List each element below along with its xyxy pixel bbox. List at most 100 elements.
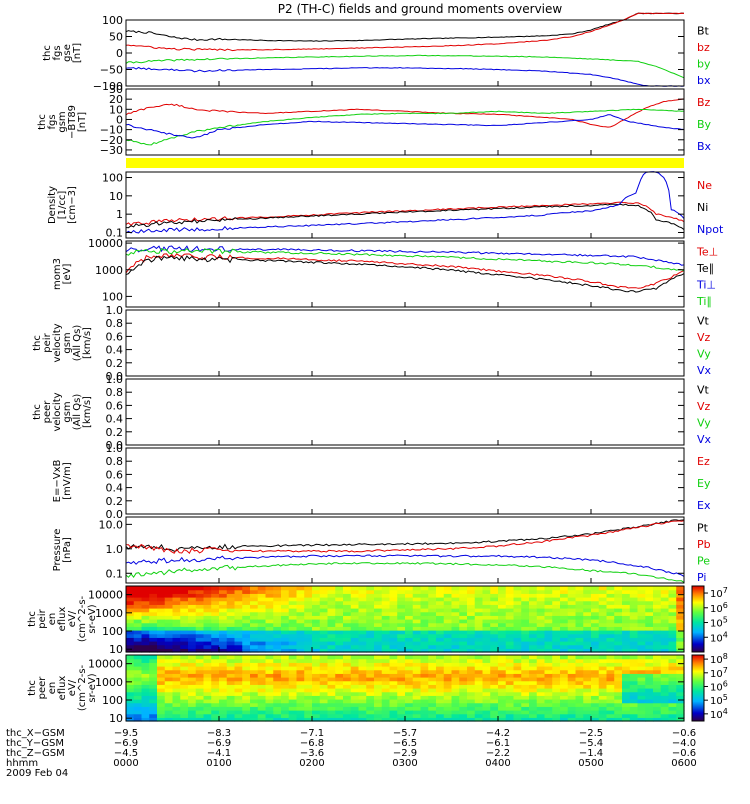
heatmap-cell	[366, 586, 375, 591]
heatmap-cell	[405, 655, 414, 660]
heatmap-cell	[505, 658, 515, 663]
heatmap-cell	[172, 604, 181, 609]
heatmap-cell	[250, 710, 259, 715]
heatmap-cell	[474, 655, 484, 660]
heatmap-cell	[660, 669, 670, 674]
heatmap-cell	[560, 597, 569, 602]
heatmap-cell	[451, 611, 460, 616]
heatmap-cell	[226, 706, 236, 711]
y-tick-label: −100	[93, 80, 123, 93]
heatmap-cell	[536, 684, 546, 689]
y-axis-label-line: [km/s]	[82, 396, 93, 428]
heatmap-cell	[443, 673, 453, 678]
heatmap-cell	[660, 611, 670, 616]
heatmap-cell	[622, 615, 631, 620]
heatmap-cell	[653, 710, 662, 715]
heatmap-cell	[529, 706, 538, 711]
heatmap-cell	[366, 695, 375, 700]
heatmap-cell	[327, 589, 336, 594]
heatmap-cell	[343, 684, 352, 689]
legend-entry: Ex	[697, 499, 711, 512]
heatmap-cell	[629, 644, 639, 649]
heatmap-cell	[133, 626, 143, 631]
heatmap-cell	[257, 695, 267, 700]
heatmap-cell	[211, 619, 220, 624]
heatmap-cell	[304, 586, 313, 591]
heatmap-cell	[645, 713, 654, 718]
colorbar-tick-label: 107	[710, 666, 728, 680]
heatmap-cell	[164, 593, 174, 598]
heatmap-cell	[467, 691, 476, 696]
heatmap-cell	[668, 662, 677, 667]
heatmap-cell	[653, 691, 662, 696]
heatmap-cell	[374, 600, 383, 605]
heatmap-cell	[436, 717, 445, 722]
heatmap-cell	[188, 637, 197, 642]
heatmap-cell	[149, 677, 158, 682]
heatmap-cell	[443, 691, 453, 696]
heatmap-cell	[606, 597, 615, 602]
heatmap-cell	[451, 673, 460, 678]
heatmap-cell	[598, 717, 608, 722]
heatmap-cell	[242, 589, 251, 594]
heatmap-cell	[358, 637, 367, 642]
x-axis-value: −3.6	[300, 748, 324, 759]
heatmap-cell	[552, 626, 561, 631]
heatmap-cell	[343, 677, 352, 682]
heatmap-cell	[219, 593, 228, 598]
heatmap-cell	[490, 702, 499, 707]
heatmap-cell	[598, 706, 608, 711]
heatmap-cell	[428, 608, 437, 613]
heatmap-cell	[653, 633, 662, 638]
heatmap-cell	[567, 669, 577, 674]
heatmap-cell	[397, 655, 406, 660]
heatmap-cell	[195, 600, 205, 605]
heatmap-cell	[451, 619, 460, 624]
heatmap-cell	[668, 622, 677, 627]
heatmap-cell	[273, 688, 282, 693]
heatmap-cell	[397, 702, 406, 707]
heatmap-cell	[459, 622, 468, 627]
heatmap-cell	[428, 669, 437, 674]
heatmap-cell	[544, 658, 553, 663]
heatmap-cell	[606, 586, 615, 591]
heatmap-cell	[451, 699, 460, 704]
heatmap-cell	[180, 644, 189, 649]
heatmap-cell	[141, 611, 150, 616]
heatmap-cell	[327, 706, 336, 711]
heatmap-cell	[281, 710, 290, 715]
heatmap-cell	[591, 706, 600, 711]
heatmap-cell	[133, 630, 143, 635]
heatmap-cell	[381, 611, 391, 616]
heatmap-cell	[490, 666, 499, 671]
heatmap-cell	[513, 600, 522, 605]
heatmap-cell	[203, 644, 212, 649]
heatmap-cell	[265, 666, 274, 671]
heatmap-cell	[575, 713, 584, 718]
heatmap-cell	[560, 586, 569, 591]
heatmap-cell	[180, 662, 189, 667]
heatmap-cell	[645, 666, 654, 671]
heatmap-cell	[265, 600, 274, 605]
heatmap-cell	[521, 699, 530, 704]
heatmap-cell	[157, 706, 166, 711]
heatmap-cell	[529, 637, 538, 642]
heatmap-cell	[188, 699, 197, 704]
heatmap-cell	[265, 717, 274, 722]
heatmap-cell	[188, 597, 197, 602]
heatmap-cell	[544, 713, 553, 718]
heatmap-cell	[560, 673, 569, 678]
heatmap-cell	[529, 688, 538, 693]
heatmap-cell	[552, 677, 561, 682]
y-tick-label: 0.4	[106, 413, 124, 426]
heatmap-cell	[420, 622, 429, 627]
heatmap-cell	[358, 648, 367, 653]
heatmap-cell	[219, 699, 228, 704]
y-axis-label-line: (cm^2-s-	[77, 595, 88, 642]
heatmap-cell	[226, 619, 236, 624]
heatmap-cell	[366, 684, 375, 689]
heatmap-cell	[242, 673, 251, 678]
y-axis-label-line: −BT89	[67, 105, 78, 139]
heatmap-cell	[250, 600, 259, 605]
